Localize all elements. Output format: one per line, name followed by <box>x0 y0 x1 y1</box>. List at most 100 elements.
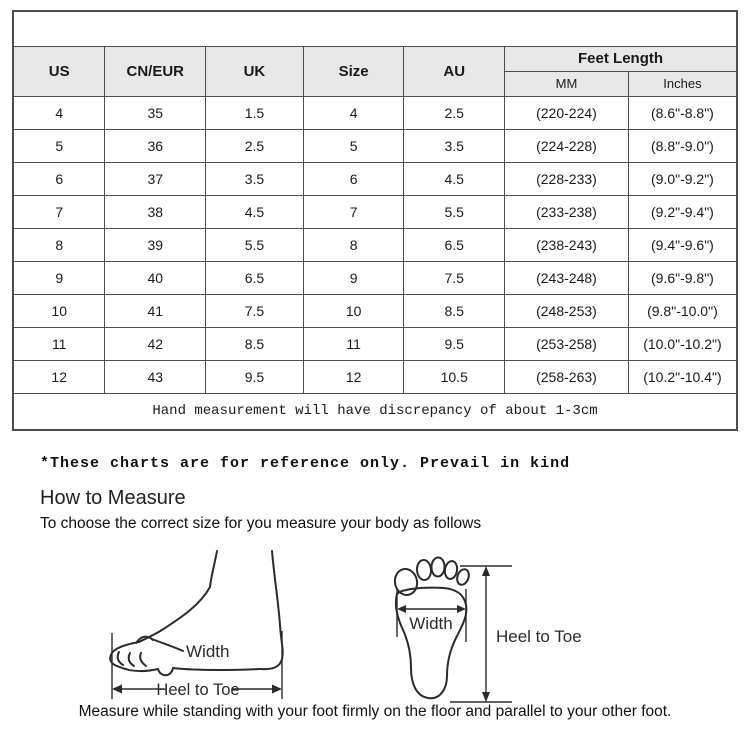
top-heel-to-toe-label: Heel to Toe <box>496 627 582 646</box>
table-cell: 4.5 <box>205 194 304 229</box>
side-heel-to-toe-label: Heel to Toe <box>156 681 239 699</box>
table-row: 10 41 7.5 10 8.5 (248-253) (9.8"-10.0") <box>12 293 738 328</box>
table-cell: (253-258) <box>504 326 629 361</box>
table-cell: 37 <box>104 161 207 196</box>
table-cell: 10 <box>12 293 106 328</box>
table-footnote-row: Hand measurement will have discrepancy o… <box>12 392 738 431</box>
table-row: 6 37 3.5 6 4.5 (228-233) (9.0"-9.2") <box>12 161 738 196</box>
table-row: 12 43 9.5 12 10.5 (258-263) (10.2"-10.4"… <box>12 359 738 394</box>
foot-top-view-diagram: Width Heel to Toe <box>393 556 582 703</box>
column-header-inches: Inches <box>627 70 738 97</box>
table-cell: 4.5 <box>403 161 506 196</box>
table-row: 8 39 5.5 8 6.5 (238-243) (9.4"-9.6") <box>12 227 738 262</box>
arrowheads <box>397 566 490 702</box>
table-cell: 8.5 <box>205 326 304 361</box>
column-header-au: AU <box>403 45 506 97</box>
shoe-size-table: US CN/EUR UK Size AU Feet Length MM Inch… <box>12 10 738 431</box>
footprint-outline <box>393 556 470 700</box>
table-cell: 39 <box>104 227 207 262</box>
table-cell: (224-228) <box>504 128 629 163</box>
table-cell: 6 <box>12 161 106 196</box>
table-subheader-row: MM Inches <box>13 70 738 97</box>
table-cell: (9.2"-9.4") <box>627 194 738 229</box>
table-cell: 5 <box>302 128 405 163</box>
table-cell: (10.2"-10.4") <box>627 359 738 394</box>
table-cell: 4 <box>12 95 106 130</box>
empty-cell <box>12 10 738 47</box>
table-cell: 7.5 <box>403 260 506 295</box>
reference-note: *These charts are for reference only. Pr… <box>40 455 571 472</box>
table-cell: 6.5 <box>205 260 304 295</box>
table-cell: 12 <box>12 359 106 394</box>
table-cell: 7.5 <box>205 293 304 328</box>
table-cell: 6.5 <box>403 227 506 262</box>
table-cell: (243-248) <box>504 260 629 295</box>
table-cell: 4 <box>302 95 405 130</box>
table-footnote: Hand measurement will have discrepancy o… <box>12 392 738 431</box>
table-cell: 12 <box>302 359 405 394</box>
table-cell: (258-263) <box>504 359 629 394</box>
table-cell: (9.8"-10.0") <box>627 293 738 328</box>
table-cell: 3.5 <box>205 161 304 196</box>
table-cell: (220-224) <box>504 95 629 130</box>
table-row: 11 42 8.5 11 9.5 (253-258) (10.0"-10.2") <box>12 326 738 361</box>
heel-toe-measure-lines <box>111 631 283 699</box>
table-cell: 5 <box>12 128 106 163</box>
table-cell: (9.0"-9.2") <box>627 161 738 196</box>
table-cell: 40 <box>104 260 207 295</box>
table-cell: 5.5 <box>205 227 304 262</box>
table-cell: 9.5 <box>205 359 304 394</box>
table-cell: (228-233) <box>504 161 629 196</box>
table-cell: 41 <box>104 293 207 328</box>
table-row: 5 36 2.5 5 3.5 (224-228) (8.8"-9.0") <box>12 128 738 163</box>
table-cell: 9.5 <box>403 326 506 361</box>
measurement-diagrams: Width Heel to Toe <box>0 545 750 705</box>
table-cell: 11 <box>12 326 106 361</box>
measure-instruction-caption: Measure while standing with your foot fi… <box>78 703 672 720</box>
table-cell: (248-253) <box>504 293 629 328</box>
table-cell: 10.5 <box>403 359 506 394</box>
column-header-uk: UK <box>205 45 304 97</box>
table-cell: (8.6"-8.8") <box>627 95 738 130</box>
table-cell: 43 <box>104 359 207 394</box>
table-cell: (9.4"-9.6") <box>627 227 738 262</box>
column-header-us: US <box>12 45 106 97</box>
table-cell: 7 <box>302 194 405 229</box>
table-cell: (10.0"-10.2") <box>627 326 738 361</box>
table-cell: 6 <box>302 161 405 196</box>
side-width-label: Width <box>186 642 229 661</box>
table-cell: 2.5 <box>403 95 506 130</box>
width-measure-lines <box>396 589 467 642</box>
table-cell: 5.5 <box>403 194 506 229</box>
table-cell: 36 <box>104 128 207 163</box>
table-cell: 11 <box>302 326 405 361</box>
table-cell: 7 <box>12 194 106 229</box>
table-cell: 10 <box>302 293 405 328</box>
table-cell: 8 <box>302 227 405 262</box>
table-cell: 9 <box>302 260 405 295</box>
how-to-measure-subtitle: To choose the correct size for you measu… <box>40 515 482 532</box>
how-to-measure-title: How to Measure <box>40 487 186 509</box>
column-header-feet-length: Feet Length <box>504 45 738 72</box>
table-cell: 8.5 <box>403 293 506 328</box>
table-cell: (8.8"-9.0") <box>627 128 738 163</box>
table-cell: (9.6"-9.8") <box>627 260 738 295</box>
arrowheads <box>112 684 282 694</box>
foot-side-view-diagram: Width Heel to Toe <box>109 550 284 699</box>
table-spacer-row <box>12 10 738 47</box>
table-cell: 38 <box>104 194 207 229</box>
table-cell: 42 <box>104 326 207 361</box>
table-cell: 1.5 <box>205 95 304 130</box>
table-cell: 9 <box>12 260 106 295</box>
table-row: 7 38 4.5 7 5.5 (233-238) (9.2"-9.4") <box>12 194 738 229</box>
table-cell: 8 <box>12 227 106 262</box>
table-cell: 2.5 <box>205 128 304 163</box>
table-cell: 3.5 <box>403 128 506 163</box>
top-width-label: Width <box>409 614 452 633</box>
table-cell: (233-238) <box>504 194 629 229</box>
table-row: 9 40 6.5 9 7.5 (243-248) (9.6"-9.8") <box>12 260 738 295</box>
table-header-row: US CN/EUR UK Size AU Feet Length <box>12 45 738 97</box>
column-header-cn-eur: CN/EUR <box>104 45 207 97</box>
table-cell: (238-243) <box>504 227 629 262</box>
